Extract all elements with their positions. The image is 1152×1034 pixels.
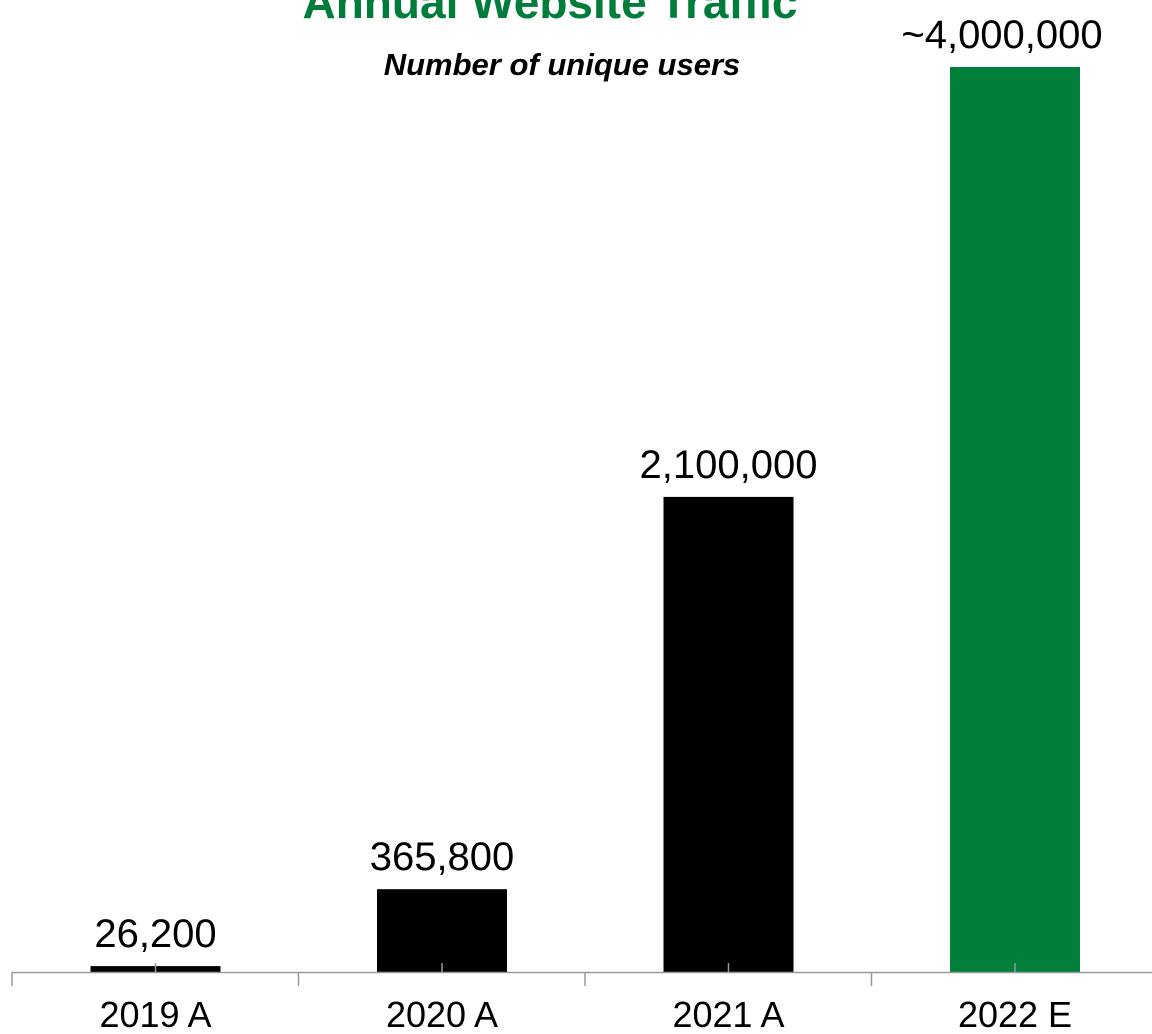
- bar-2020-a: [377, 889, 507, 972]
- x-tick-label: 2022 E: [958, 994, 1072, 1034]
- x-tick-label: 2019 A: [99, 994, 211, 1034]
- x-axis: [11, 963, 1152, 986]
- data-label: 365,800: [370, 835, 515, 879]
- data-label: 2,100,000: [640, 443, 818, 487]
- chart-title: Annual Website Traffic: [302, 0, 797, 28]
- data-label: ~4,000,000: [901, 13, 1102, 57]
- bar-2022-e: [950, 67, 1080, 972]
- x-tick-labels: 2019 A 2020 A 2021 A 2022 E: [99, 994, 1072, 1034]
- data-labels-layer: 26,200 365,800 2,100,000 ~4,000,000: [94, 13, 1102, 956]
- data-label: 26,200: [94, 912, 216, 956]
- bar-2021-a: [663, 496, 794, 972]
- x-tick-label: 2020 A: [386, 994, 498, 1034]
- chart-subtitle: Number of unique users: [384, 47, 741, 82]
- bars-layer: [90, 67, 1080, 972]
- x-tick-label: 2021 A: [672, 994, 784, 1034]
